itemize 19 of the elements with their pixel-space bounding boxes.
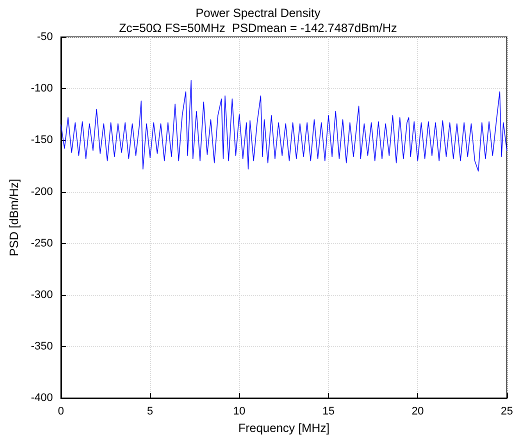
y-tick-label: -250 <box>30 237 53 250</box>
y-tick-label: -400 <box>30 392 53 404</box>
x-tick-label: 15 <box>322 406 335 418</box>
y-tick-label: -350 <box>30 340 53 353</box>
y-axis-title: PSD [dBm/Hz] <box>7 178 21 256</box>
x-tick-label: 0 <box>58 406 64 418</box>
line-series <box>60 80 508 172</box>
y-tick-label: -200 <box>30 186 53 198</box>
y-tick-label: -100 <box>30 82 53 95</box>
y-tick-label: -150 <box>30 134 53 146</box>
chart-subtitle: Zc=50Ω FS=50MHz PSDmean = -142.7487dBm/Hz <box>118 21 398 35</box>
chart-title: Power Spectral Density <box>196 6 320 20</box>
x-tick-label: 5 <box>147 406 154 418</box>
x-tick-label: 25 <box>500 406 514 418</box>
x-tick-label: 20 <box>412 406 424 418</box>
y-tick-label: -300 <box>30 288 53 301</box>
x-axis-title: Frequency [MHz] <box>238 421 330 435</box>
x-tick-label: 10 <box>233 406 246 418</box>
y-tick-label: -50 <box>37 31 53 43</box>
